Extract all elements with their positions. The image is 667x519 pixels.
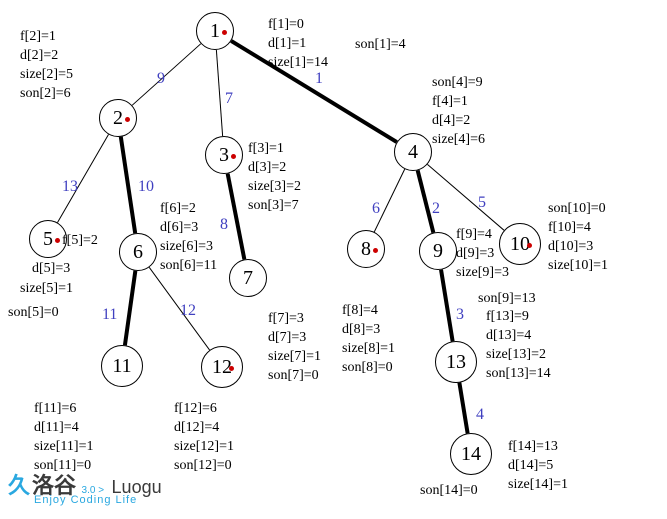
annotation-6: d[5]=3 (32, 260, 70, 279)
node-dot-2 (125, 117, 130, 122)
node-label-11: 11 (112, 356, 131, 376)
annotation-8: son[5]=0 (8, 304, 59, 323)
annotation-3: f[3]=1 d[3]=2 size[3]=2 son[3]=7 (248, 140, 301, 216)
edge-label-4-10: 5 (478, 194, 486, 212)
annotation-14: son[10]=0 f[10]=4 d[10]=3 size[10]=1 (548, 200, 608, 276)
annotation-10: f[7]=3 d[7]=3 size[7]=1 son[7]=0 (268, 310, 321, 386)
edge-label-4-8: 6 (372, 200, 380, 218)
annotation-1: son[1]=4 (355, 36, 406, 55)
node-dot-5 (55, 238, 60, 243)
node-11: 11 (101, 345, 143, 387)
node-9: 9 (419, 232, 457, 270)
node-label-13: 13 (446, 352, 466, 372)
node-dot-12 (229, 366, 234, 371)
watermark-prefix: 久 (8, 468, 30, 500)
node-4: 4 (394, 133, 432, 171)
edge-4-9 (418, 170, 434, 232)
edge-4-10 (427, 164, 504, 230)
node-label-1: 1 (210, 21, 220, 41)
node-6: 6 (119, 233, 157, 271)
node-label-8: 8 (361, 239, 371, 259)
annotation-7: size[5]=1 (20, 280, 73, 299)
edge-1-3 (216, 50, 222, 136)
node-label-2: 2 (113, 108, 123, 128)
edge-9-13 (441, 270, 453, 342)
annotation-13: son[9]=13 (478, 290, 536, 309)
node-3: 3 (205, 136, 243, 174)
node-label-5: 5 (43, 229, 53, 249)
node-dot-3 (231, 154, 236, 159)
node-8: 8 (347, 230, 385, 268)
annotation-11: f[8]=4 d[8]=3 size[8]=1 son[8]=0 (342, 302, 395, 378)
node-dot-8 (373, 248, 378, 253)
edge-label-1-4: 1 (315, 70, 323, 88)
node-7: 7 (229, 259, 267, 297)
edge-label-2-5: 13 (62, 178, 78, 196)
annotation-9: f[6]=2 d[6]=3 size[6]=3 son[6]=11 (160, 200, 217, 276)
edge-label-6-12: 12 (180, 302, 196, 320)
annotation-5: f[5]=2 (62, 232, 98, 251)
annotation-17: f[13]=9 d[13]=4 size[13]=2 son[13]=14 (486, 308, 551, 384)
edge-label-2-6: 10 (138, 178, 154, 196)
node-label-14: 14 (461, 444, 481, 464)
node-14: 14 (450, 433, 492, 475)
edge-label-4-9: 2 (432, 200, 440, 218)
edge-label-13-14: 4 (476, 406, 484, 424)
annotation-19: son[14]=0 (420, 482, 478, 501)
node-label-3: 3 (219, 145, 229, 165)
edge-1-2 (132, 44, 201, 106)
annotation-4: son[4]=9 f[4]=1 d[4]=2 size[4]=6 (432, 74, 485, 150)
edge-label-1-2: 9 (157, 70, 165, 88)
node-12: 12 (201, 346, 243, 388)
edge-label-9-13: 3 (456, 306, 464, 324)
annotation-12: f[9]=4 d[9]=3 size[9]=3 (456, 226, 509, 283)
annotation-18: f[14]=13 d[14]=5 size[14]=1 (508, 438, 568, 495)
node-label-9: 9 (433, 241, 443, 261)
annotation-2: f[2]=1 d[2]=2 size[2]=5 son[2]=6 (20, 28, 73, 104)
node-label-7: 7 (243, 268, 253, 288)
node-label-6: 6 (133, 242, 143, 262)
annotation-0: f[1]=0 d[1]=1 size[1]=14 (268, 16, 328, 73)
edge-label-3-7: 8 (220, 216, 228, 234)
edge-3-7 (228, 174, 245, 260)
node-dot-10 (527, 243, 532, 248)
node-dot-1 (222, 30, 227, 35)
annotation-15: f[11]=6 d[11]=4 size[11]=1 son[11]=0 (34, 400, 93, 476)
edge-label-6-11: 11 (102, 306, 117, 324)
node-13: 13 (435, 341, 477, 383)
annotation-16: f[12]=6 d[12]=4 size[12]=1 son[12]=0 (174, 400, 234, 476)
watermark-tagline: Enjoy Coding Life (34, 494, 137, 506)
node-label-4: 4 (408, 142, 418, 162)
node-2: 2 (99, 99, 137, 137)
edge-6-11 (125, 271, 135, 345)
edge-13-14 (459, 383, 467, 434)
tree-diagram: 久 洛谷 3.0 > Luogu Enjoy Coding Life 97113… (0, 0, 667, 519)
node-1: 1 (196, 12, 234, 50)
edge-label-1-3: 7 (225, 90, 233, 108)
watermark-prefix-text: 久 (8, 473, 30, 498)
edge-2-6 (121, 137, 135, 233)
